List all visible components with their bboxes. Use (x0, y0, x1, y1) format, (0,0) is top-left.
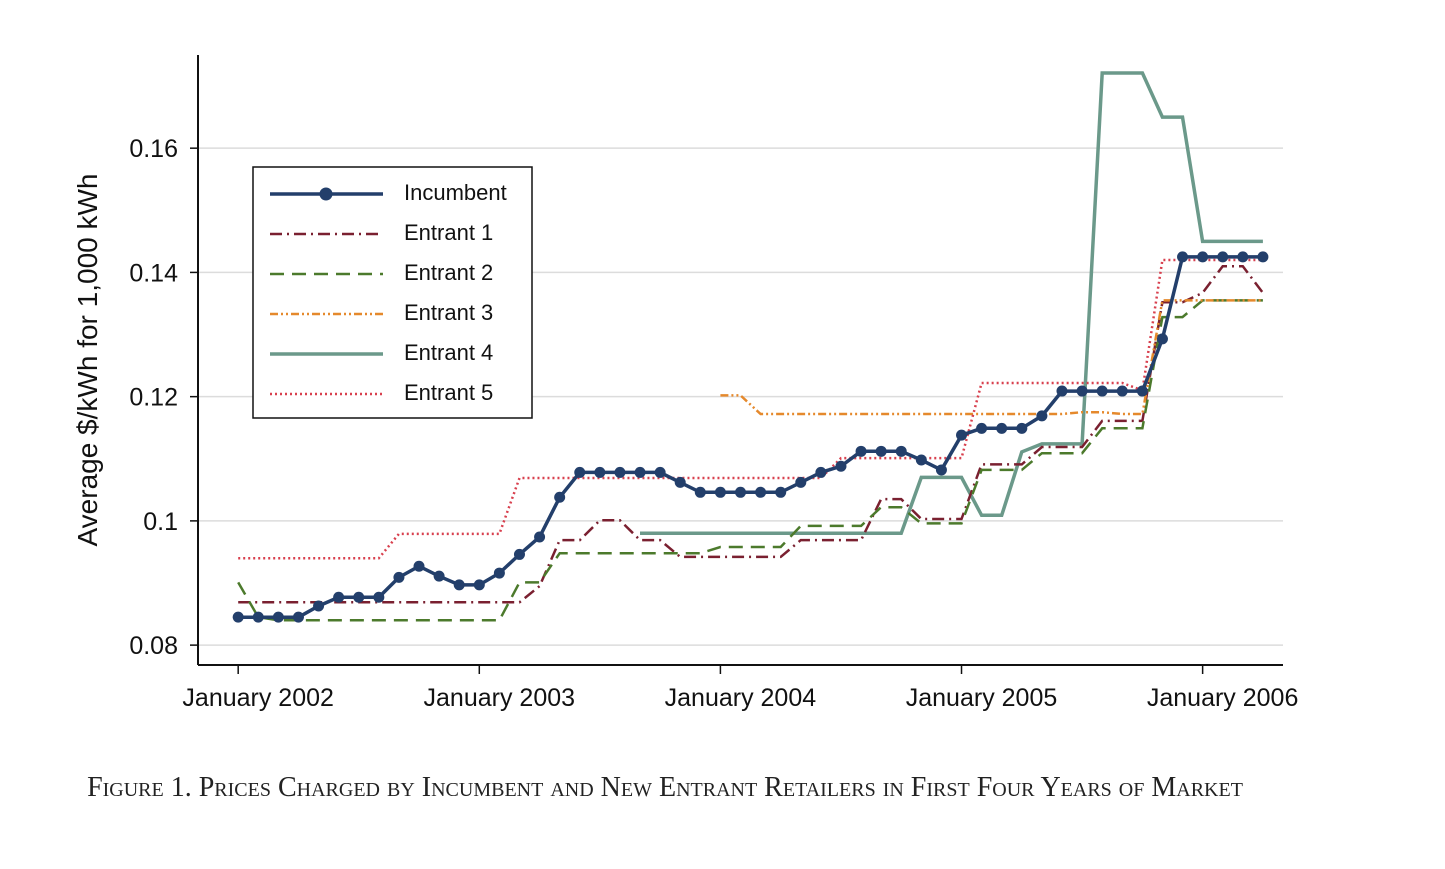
point (614, 466, 626, 478)
point (996, 422, 1008, 434)
point (755, 486, 767, 498)
legend-label: Entrant 3 (404, 300, 493, 325)
point (1036, 410, 1048, 422)
point (473, 579, 485, 591)
point (534, 531, 546, 543)
point (252, 611, 264, 623)
point (1217, 251, 1229, 263)
point (674, 476, 686, 488)
y-tick-label: 0.08 (129, 632, 178, 660)
series-line (720, 299, 1263, 416)
point (393, 571, 405, 583)
legend-marker (319, 187, 333, 201)
point (353, 591, 365, 603)
point (1016, 422, 1028, 434)
x-tick-label: January 2005 (906, 684, 1058, 712)
point (835, 460, 847, 472)
chart-title: Figure 1. Prices Charged by Incumbent an… (87, 772, 1243, 803)
legend-label: Entrant 5 (404, 380, 493, 405)
point (855, 445, 867, 457)
point (554, 491, 566, 503)
point (815, 466, 827, 478)
point (795, 476, 807, 488)
point (513, 548, 525, 560)
point (493, 567, 505, 579)
point (1197, 251, 1209, 263)
legend-box (252, 166, 533, 419)
point (373, 591, 385, 603)
point (634, 466, 646, 478)
point (1136, 385, 1148, 397)
series-line (238, 255, 1263, 619)
chart: Average $/kWh for 1,000 kWh 0.08 0.1 0.12 0… (72, 55, 1299, 712)
series-line (640, 71, 1263, 536)
y-tick-label: 0.14 (129, 259, 178, 287)
point (272, 611, 284, 623)
x-tick-label: January 2003 (424, 684, 576, 712)
point (956, 429, 968, 441)
x-tick-label: January 2002 (182, 684, 334, 712)
point (935, 464, 947, 476)
point (594, 466, 606, 478)
point (413, 560, 425, 572)
y-tick-label: 0.16 (129, 135, 178, 163)
point (1177, 251, 1189, 263)
legend-label: Entrant 1 (404, 220, 493, 245)
point (654, 466, 666, 478)
point (1257, 251, 1269, 263)
point (694, 486, 706, 498)
series-line (238, 258, 1263, 560)
point (735, 486, 746, 498)
point (1096, 385, 1108, 397)
point (714, 486, 726, 498)
point (1156, 333, 1168, 345)
point (1116, 385, 1128, 397)
point (976, 422, 988, 434)
point (453, 579, 465, 591)
series-line (238, 264, 1264, 604)
legend-label: Incumbent (404, 180, 507, 205)
y-tick-label: 0.1 (143, 508, 178, 536)
point (313, 600, 325, 612)
point (232, 611, 244, 623)
point (915, 454, 927, 466)
point (1056, 385, 1068, 397)
point (433, 570, 445, 582)
point (1237, 251, 1249, 263)
x-tick-label: January 2006 (1147, 684, 1299, 712)
legend-label: Entrant 4 (404, 340, 493, 365)
point (775, 486, 787, 498)
point (574, 466, 586, 478)
point (1076, 385, 1088, 397)
x-tick-label: January 2004 (665, 684, 817, 712)
point (292, 611, 304, 623)
y-tick-label: 0.12 (129, 384, 178, 412)
point (875, 445, 887, 457)
point (333, 591, 345, 603)
legend-label: Entrant 2 (404, 260, 493, 285)
point (895, 445, 907, 457)
y-axis-label: Average $/kWh for 1,000 kWh (72, 174, 103, 547)
